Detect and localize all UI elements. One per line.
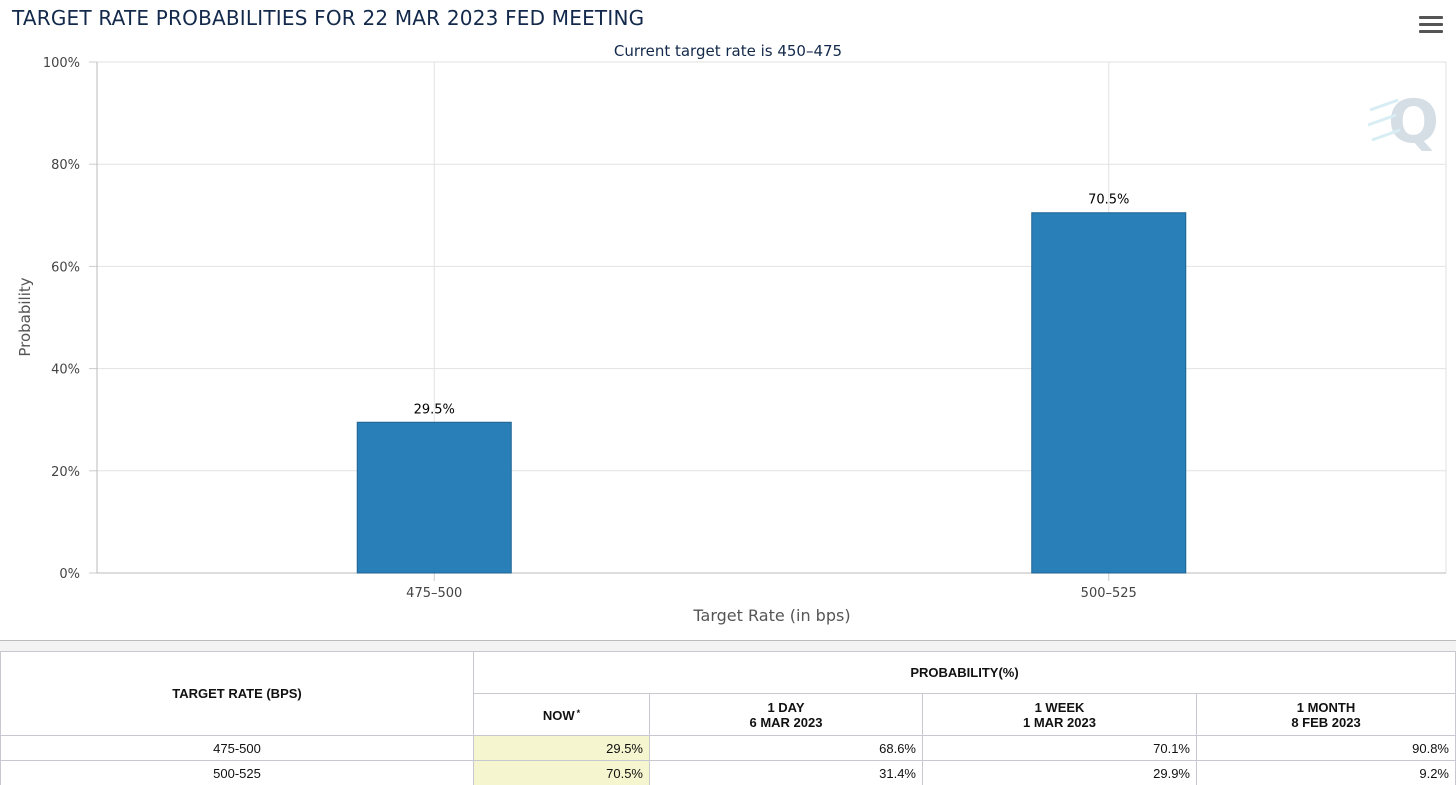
col-header-1-week: 1 WEEK 1 MAR 2023 <box>922 693 1197 736</box>
value-cell-now: 29.5% <box>473 735 650 761</box>
probability-header: PROBABILITY(%) <box>473 651 1456 694</box>
page-title: TARGET RATE PROBABILITIES FOR 22 MAR 202… <box>12 6 645 30</box>
table-row: 500-525 70.5% 31.4% 29.9% 9.2% <box>0 760 1456 785</box>
col-header-now: NOW * <box>473 693 650 736</box>
probability-table: TARGET RATE (BPS) PROBABILITY(%) NOW * 1 … <box>0 651 1456 785</box>
hamburger-menu-icon[interactable] <box>1419 16 1443 36</box>
target-rate-header: TARGET RATE (BPS) <box>0 651 474 736</box>
y-axis-title: Probability <box>16 277 34 356</box>
value-cell: 90.8% <box>1196 735 1456 761</box>
rate-cell: 500-525 <box>0 760 474 785</box>
y-tick-label: 40% <box>51 363 80 378</box>
table-row: 475-500 29.5% 68.6% 70.1% 90.8% <box>0 735 1456 761</box>
value-cell: 9.2% <box>1196 760 1456 785</box>
bar-data-label: 70.5% <box>1088 193 1129 208</box>
bar[interactable] <box>356 421 512 574</box>
chart-subtitle: Current target rate is 450–475 <box>614 42 842 60</box>
y-tick-label: 60% <box>51 260 80 275</box>
bar-chart: Q Current target rate is 450–475 0% 20% 40… <box>16 42 1447 625</box>
svg-text:Q: Q <box>1388 87 1439 157</box>
col-header-1-day: 1 DAY 6 MAR 2023 <box>649 693 923 736</box>
y-tick-label: 20% <box>51 465 80 480</box>
y-tick-label: 100% <box>43 56 80 71</box>
value-cell-now: 70.5% <box>473 760 650 785</box>
value-cell: 31.4% <box>649 760 923 785</box>
rate-cell: 475-500 <box>0 735 474 761</box>
x-tick-label: 500–525 <box>1081 586 1137 601</box>
x-axis-title: Target Rate (in bps) <box>692 606 850 625</box>
value-cell: 29.9% <box>922 760 1197 785</box>
section-divider <box>0 640 1456 651</box>
value-cell: 68.6% <box>649 735 923 761</box>
value-cell: 70.1% <box>922 735 1197 761</box>
bar[interactable] <box>1031 212 1187 574</box>
y-tick-label: 0% <box>59 567 80 582</box>
q-logo-icon: Q <box>1367 87 1439 157</box>
bar-data-label: 29.5% <box>414 402 455 417</box>
x-tick-label: 475–500 <box>406 586 462 601</box>
y-tick-label: 80% <box>51 158 80 173</box>
col-header-1-month: 1 MONTH 8 FEB 2023 <box>1196 693 1456 736</box>
